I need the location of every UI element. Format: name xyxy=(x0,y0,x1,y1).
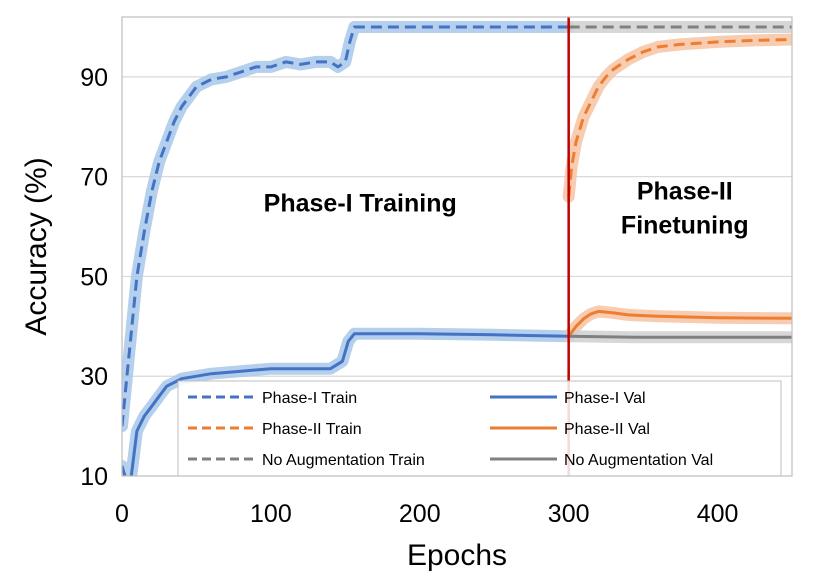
y-tick-50: 50 xyxy=(80,263,108,291)
y-tick-70: 70 xyxy=(80,164,108,192)
na_val-line xyxy=(568,334,792,339)
plot-frame xyxy=(121,16,793,477)
legend-label-na_val: No Augmentation Val xyxy=(564,452,713,469)
y-tick-30: 30 xyxy=(80,363,108,391)
p1_val-line xyxy=(122,332,569,476)
phase-annotations: Phase-I Training Phase-II Finetuning xyxy=(264,178,749,240)
legend-label-na_train: No Augmentation Train xyxy=(262,452,425,469)
p2_train-band xyxy=(562,33,792,203)
x-tick-300: 300 xyxy=(548,500,590,528)
annotation-phase1-line-0: Phase-I Training xyxy=(264,190,457,218)
p2_val-line xyxy=(567,309,792,338)
legend-box xyxy=(177,380,782,477)
series-lines xyxy=(122,25,792,476)
y-tick-10: 10 xyxy=(80,463,108,491)
x-tick-0: 0 xyxy=(115,500,129,528)
x-tick-100: 100 xyxy=(250,500,292,528)
legend-label-p1_train: Phase-I Train xyxy=(262,390,357,407)
axis-ticks: 10 30 50 70 90 0 100 200 300 400 xyxy=(80,64,738,528)
legend-label-p1_val: Phase-I Val xyxy=(564,390,646,407)
x-axis-title: Epochs xyxy=(407,539,507,572)
x-tick-400: 400 xyxy=(697,500,739,528)
annotation-phase2-line-0: Phase-II xyxy=(637,178,733,206)
legend-label-p2_val: Phase-II Val xyxy=(564,421,650,438)
annotation-phase2-line-1: Finetuning xyxy=(621,212,749,240)
y-axis-title: Accuracy (%) xyxy=(20,157,53,335)
p1_train-line xyxy=(122,25,569,427)
plot-frame-rect xyxy=(121,16,793,477)
annotation-phase2: Phase-II Finetuning xyxy=(621,178,749,240)
legend: Phase-I Train Phase-I Val Phase-II Train Ph… xyxy=(177,380,782,477)
annotation-phase1: Phase-I Training xyxy=(264,190,457,218)
x-tick-200: 200 xyxy=(399,500,441,528)
legend-label-p2_train: Phase-II Train xyxy=(262,421,362,438)
y-tick-90: 90 xyxy=(80,64,108,92)
p2_train-line xyxy=(567,38,792,197)
